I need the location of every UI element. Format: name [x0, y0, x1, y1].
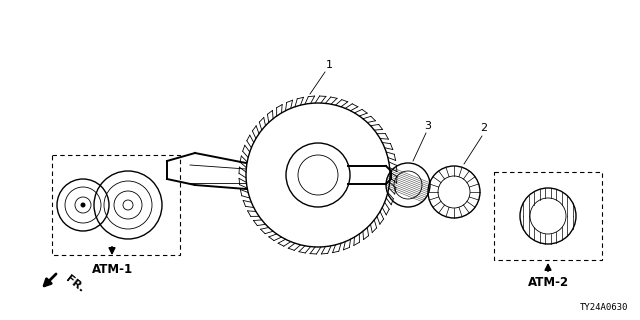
- Bar: [494, 172, 602, 260]
- Bar: [52, 155, 180, 255]
- Circle shape: [81, 203, 86, 207]
- Text: 3: 3: [424, 121, 431, 131]
- Text: ATM-1: ATM-1: [92, 263, 132, 276]
- Text: ATM-2: ATM-2: [527, 276, 568, 289]
- Text: 2: 2: [480, 123, 487, 133]
- Text: FR.: FR.: [64, 274, 86, 294]
- Text: 1: 1: [326, 60, 333, 70]
- Text: TY24A0630: TY24A0630: [580, 303, 628, 312]
